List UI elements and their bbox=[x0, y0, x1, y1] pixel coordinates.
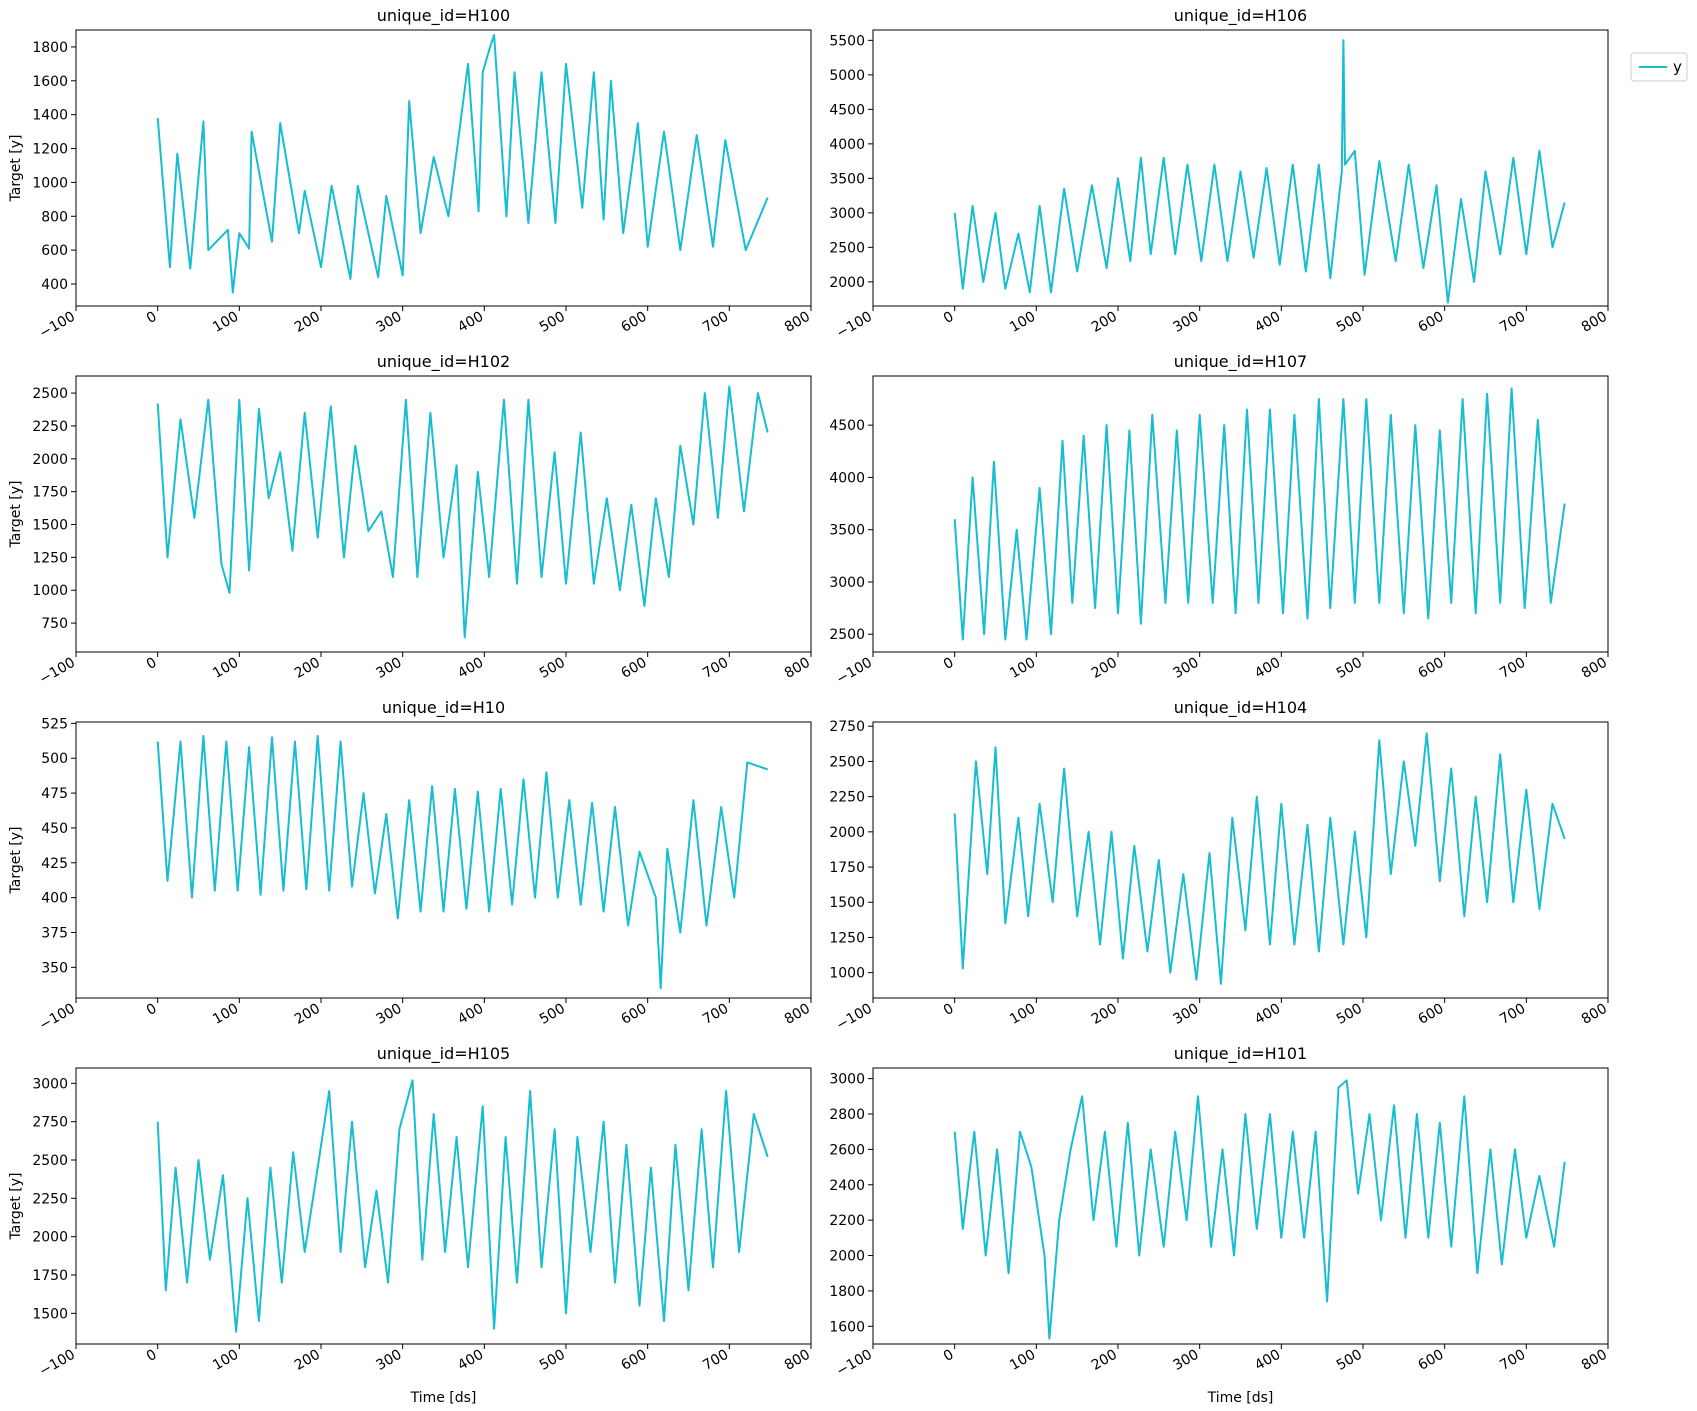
panel-title: unique_id=H101 bbox=[1174, 1044, 1307, 1064]
y-tick-label: 2500 bbox=[829, 240, 865, 256]
y-tick-label: 2000 bbox=[829, 1249, 865, 1265]
y-axis-label: Target [y] bbox=[8, 135, 24, 203]
axes-frame bbox=[872, 29, 1609, 307]
y-tick-label: 2000 bbox=[32, 452, 68, 468]
y-tick-label: 5000 bbox=[829, 68, 865, 84]
axes-frame bbox=[872, 375, 1609, 653]
y-tick-label: 1500 bbox=[32, 1306, 68, 1322]
y-tick-label: 350 bbox=[41, 960, 68, 976]
y-tick-label: 1250 bbox=[32, 550, 68, 566]
y-tick-label: 5500 bbox=[829, 33, 865, 49]
series-line-y bbox=[953, 387, 1566, 641]
y-tick-label: 450 bbox=[41, 821, 68, 837]
series-line-y bbox=[156, 734, 769, 990]
axes-frame bbox=[75, 29, 812, 307]
axes-frame bbox=[872, 1067, 1609, 1345]
y-tick-label: 1600 bbox=[32, 74, 68, 90]
y-tick-label: 4500 bbox=[829, 102, 865, 118]
series-line-y bbox=[156, 34, 769, 294]
y-tick-label: 600 bbox=[41, 243, 68, 259]
y-tick-label: 2400 bbox=[829, 1178, 865, 1194]
legend-label: y bbox=[1673, 58, 1682, 76]
y-tick-label: 1600 bbox=[829, 1319, 865, 1335]
y-tick-label: 3500 bbox=[829, 523, 865, 539]
y-tick-label: 2500 bbox=[32, 1153, 68, 1169]
panel-title: unique_id=H105 bbox=[377, 1044, 510, 1064]
y-tick-label: 4000 bbox=[829, 137, 865, 153]
y-tick-label: 2250 bbox=[32, 1191, 68, 1207]
y-tick-label: 1000 bbox=[32, 175, 68, 191]
x-axis-label: Time [ds] bbox=[1207, 1390, 1274, 1406]
y-tick-label: 1800 bbox=[32, 40, 68, 56]
y-tick-label: 1400 bbox=[32, 108, 68, 124]
y-tick-label: 500 bbox=[41, 751, 68, 767]
y-tick-label: 3000 bbox=[829, 206, 865, 222]
y-tick-label: 3000 bbox=[829, 575, 865, 591]
panel-title: unique_id=H100 bbox=[377, 6, 510, 26]
y-tick-label: 2500 bbox=[32, 386, 68, 402]
axes-frame bbox=[75, 721, 812, 999]
y-tick-label: 3000 bbox=[829, 1072, 865, 1088]
y-tick-label: 1000 bbox=[32, 583, 68, 599]
axes-frame bbox=[872, 721, 1609, 999]
series-line-y bbox=[156, 1079, 769, 1333]
y-tick-label: 1500 bbox=[829, 895, 865, 911]
series-line-y bbox=[953, 39, 1566, 304]
series-line-y bbox=[156, 385, 769, 639]
y-tick-label: 1500 bbox=[32, 518, 68, 534]
panel-title: unique_id=H104 bbox=[1174, 698, 1307, 718]
y-axis-label: Target [y] bbox=[8, 827, 24, 895]
y-tick-label: 400 bbox=[41, 277, 68, 293]
legend: y bbox=[1630, 52, 1688, 82]
panel-title: unique_id=H106 bbox=[1174, 6, 1307, 26]
panel-title: unique_id=H107 bbox=[1174, 352, 1307, 372]
panel-title: unique_id=H102 bbox=[377, 352, 510, 372]
y-tick-label: 2750 bbox=[829, 719, 865, 735]
y-tick-label: 1750 bbox=[32, 1268, 68, 1284]
y-tick-label: 4000 bbox=[829, 470, 865, 486]
y-tick-label: 1200 bbox=[32, 142, 68, 158]
y-tick-label: 4500 bbox=[829, 418, 865, 434]
y-tick-label: 2250 bbox=[32, 419, 68, 435]
y-tick-label: 800 bbox=[41, 209, 68, 225]
y-tick-label: 525 bbox=[41, 716, 68, 732]
y-tick-label: 2250 bbox=[829, 790, 865, 806]
y-tick-label: 1750 bbox=[829, 860, 865, 876]
y-tick-label: 2600 bbox=[829, 1142, 865, 1158]
y-tick-label: 2000 bbox=[829, 275, 865, 291]
series-line-y bbox=[953, 732, 1566, 985]
y-tick-label: 1250 bbox=[829, 930, 865, 946]
y-tick-label: 2500 bbox=[829, 754, 865, 770]
y-tick-label: 1800 bbox=[829, 1284, 865, 1300]
y-tick-label: 3500 bbox=[829, 171, 865, 187]
y-tick-label: 2750 bbox=[32, 1115, 68, 1131]
y-tick-label: 1750 bbox=[32, 485, 68, 501]
y-axis-label: Target [y] bbox=[8, 481, 24, 549]
y-tick-label: 375 bbox=[41, 925, 68, 941]
axes-frame bbox=[75, 375, 812, 653]
panel-title: unique_id=H10 bbox=[382, 698, 505, 718]
panel-4: unique_id=H107−100 0 100 200 300 400 500 600 700… bbox=[829, 352, 1610, 688]
y-tick-label: 750 bbox=[41, 616, 68, 632]
y-tick-label: 2000 bbox=[829, 825, 865, 841]
y-tick-label: 400 bbox=[41, 891, 68, 907]
axes-frame bbox=[75, 1067, 812, 1345]
y-tick-label: 2000 bbox=[32, 1230, 68, 1246]
y-tick-label: 2500 bbox=[829, 627, 865, 643]
y-tick-label: 3000 bbox=[32, 1076, 68, 1092]
x-axis-label: Time [ds] bbox=[410, 1390, 477, 1406]
y-tick-label: 2800 bbox=[829, 1107, 865, 1123]
series-line-y bbox=[953, 1079, 1566, 1340]
y-axis-label: Target [y] bbox=[8, 1173, 24, 1241]
y-tick-label: 1000 bbox=[829, 966, 865, 982]
y-tick-label: 2200 bbox=[829, 1213, 865, 1229]
y-tick-label: 475 bbox=[41, 786, 68, 802]
panel-8: unique_id=H101−100 0 100 200 300 400 500 600 700… bbox=[829, 1044, 1610, 1406]
y-tick-label: 425 bbox=[41, 856, 68, 872]
